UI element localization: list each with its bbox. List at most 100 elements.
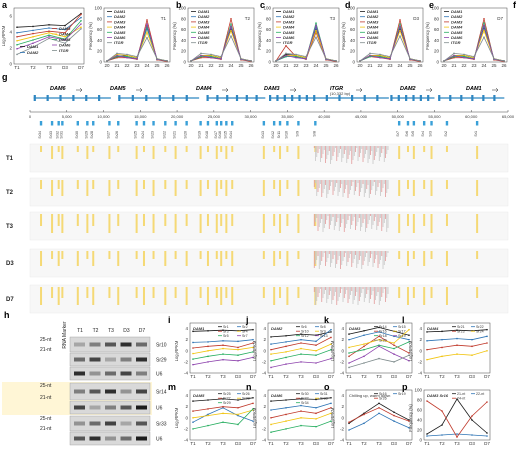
gel-band (136, 389, 147, 394)
coverage-read (381, 287, 383, 297)
coverage-peak (398, 251, 401, 259)
data-point (393, 344, 395, 347)
legend-label: DAM3 (367, 19, 379, 24)
exon (206, 95, 209, 101)
coverage-read (361, 287, 363, 293)
coverage-read (382, 146, 384, 149)
plot-frame (267, 389, 335, 441)
sr-label: Sr3 (429, 131, 433, 137)
y-tick-label: 0 (341, 348, 344, 353)
y-tick-label: 0 (419, 438, 422, 443)
x-tick-label: T3 (376, 374, 382, 379)
sr-locus (108, 121, 111, 126)
legend-label: DAM6 (283, 35, 295, 40)
data-point (64, 39, 66, 41)
gene-label-ITGR: ITGR (330, 86, 343, 92)
coverage-read (356, 287, 358, 292)
strand-arrow (492, 87, 499, 93)
y-tick-label: -4 (340, 371, 344, 376)
sr-label: Sr26 (115, 131, 119, 139)
sr-locus (76, 121, 79, 126)
coverage-peak (40, 287, 43, 305)
coverage-read (386, 251, 388, 257)
sr-locus (225, 121, 228, 126)
data-point (207, 341, 209, 343)
coverage-read (367, 146, 369, 163)
data-point (359, 60, 361, 62)
panel-letter-a: a (2, 0, 8, 10)
y-tick-label: -4 (184, 371, 188, 376)
data-point (486, 342, 488, 344)
coverage-peak (108, 287, 111, 298)
panel-title: D3 (413, 16, 419, 21)
coverage-read (375, 287, 376, 300)
coverage-read (352, 180, 354, 182)
coverage-read (387, 287, 389, 294)
data-point (192, 341, 194, 344)
data-point (285, 363, 287, 365)
coverage-peak (117, 287, 120, 305)
data-point (456, 329, 458, 332)
coverage-read (355, 214, 356, 230)
coverage-peak (220, 287, 223, 305)
sr-label: Sr17 (214, 131, 218, 139)
coverage-peak (412, 180, 415, 196)
legend-label: DAM3 (451, 19, 463, 24)
data-point (330, 343, 332, 345)
data-point (486, 401, 488, 403)
data-point (441, 330, 443, 333)
gel-band (120, 421, 132, 426)
coverage-peak (142, 251, 145, 266)
track-label-T2: T2 (6, 190, 14, 196)
x-tick-label: 23 (303, 63, 309, 68)
y-tick-label: 0 (263, 415, 266, 420)
y-axis-label: Frequency (%) (88, 22, 93, 50)
x-tick-label: D3 (313, 374, 319, 379)
sr-label: Sr33 (49, 131, 53, 139)
x-tick-label: T3 (376, 441, 382, 446)
coverage-read (343, 287, 345, 298)
data-point (230, 35, 232, 37)
x-tick-label: 23 (218, 63, 224, 68)
exon (85, 95, 88, 101)
coverage-peak (215, 214, 218, 233)
gel-band (136, 342, 147, 347)
y-tick-label: 0 (436, 60, 439, 65)
coverage-read (355, 146, 356, 152)
coverage-peak (142, 214, 145, 226)
exon (98, 95, 101, 101)
sr-locus (397, 121, 401, 126)
gel-band (120, 436, 132, 441)
coordinate-label: 40,000 (318, 114, 331, 119)
exon (216, 95, 219, 101)
data-point (408, 420, 410, 422)
coverage-read (377, 287, 379, 292)
x-tick-label: 23 (471, 63, 477, 68)
coverage-peak (406, 146, 409, 152)
data-point (315, 418, 317, 420)
coverage-read (375, 146, 376, 156)
data-point (80, 20, 82, 22)
panel-letter-b: b (176, 0, 182, 10)
coverage-peak (476, 287, 479, 298)
coverage-peak (225, 214, 228, 233)
data-point (348, 422, 350, 425)
gel-band (105, 371, 116, 376)
coverage-read (370, 180, 371, 194)
coverage-read (365, 251, 366, 257)
panel-gene-title: DAM4 (427, 326, 439, 331)
coverage-peak (152, 214, 155, 233)
sr-locus (475, 121, 479, 126)
coverage-peak (174, 146, 177, 159)
coverage-peak (220, 251, 223, 266)
coverage-peak (423, 251, 426, 266)
coverage-peak (206, 287, 209, 305)
coverage-read (378, 180, 380, 183)
coverage-read (313, 251, 315, 268)
coverage-read (325, 287, 326, 290)
exon (33, 95, 36, 101)
coverage-peak (51, 287, 54, 298)
coordinate-label: 60,000 (465, 114, 478, 119)
coverage-peak (430, 251, 433, 259)
